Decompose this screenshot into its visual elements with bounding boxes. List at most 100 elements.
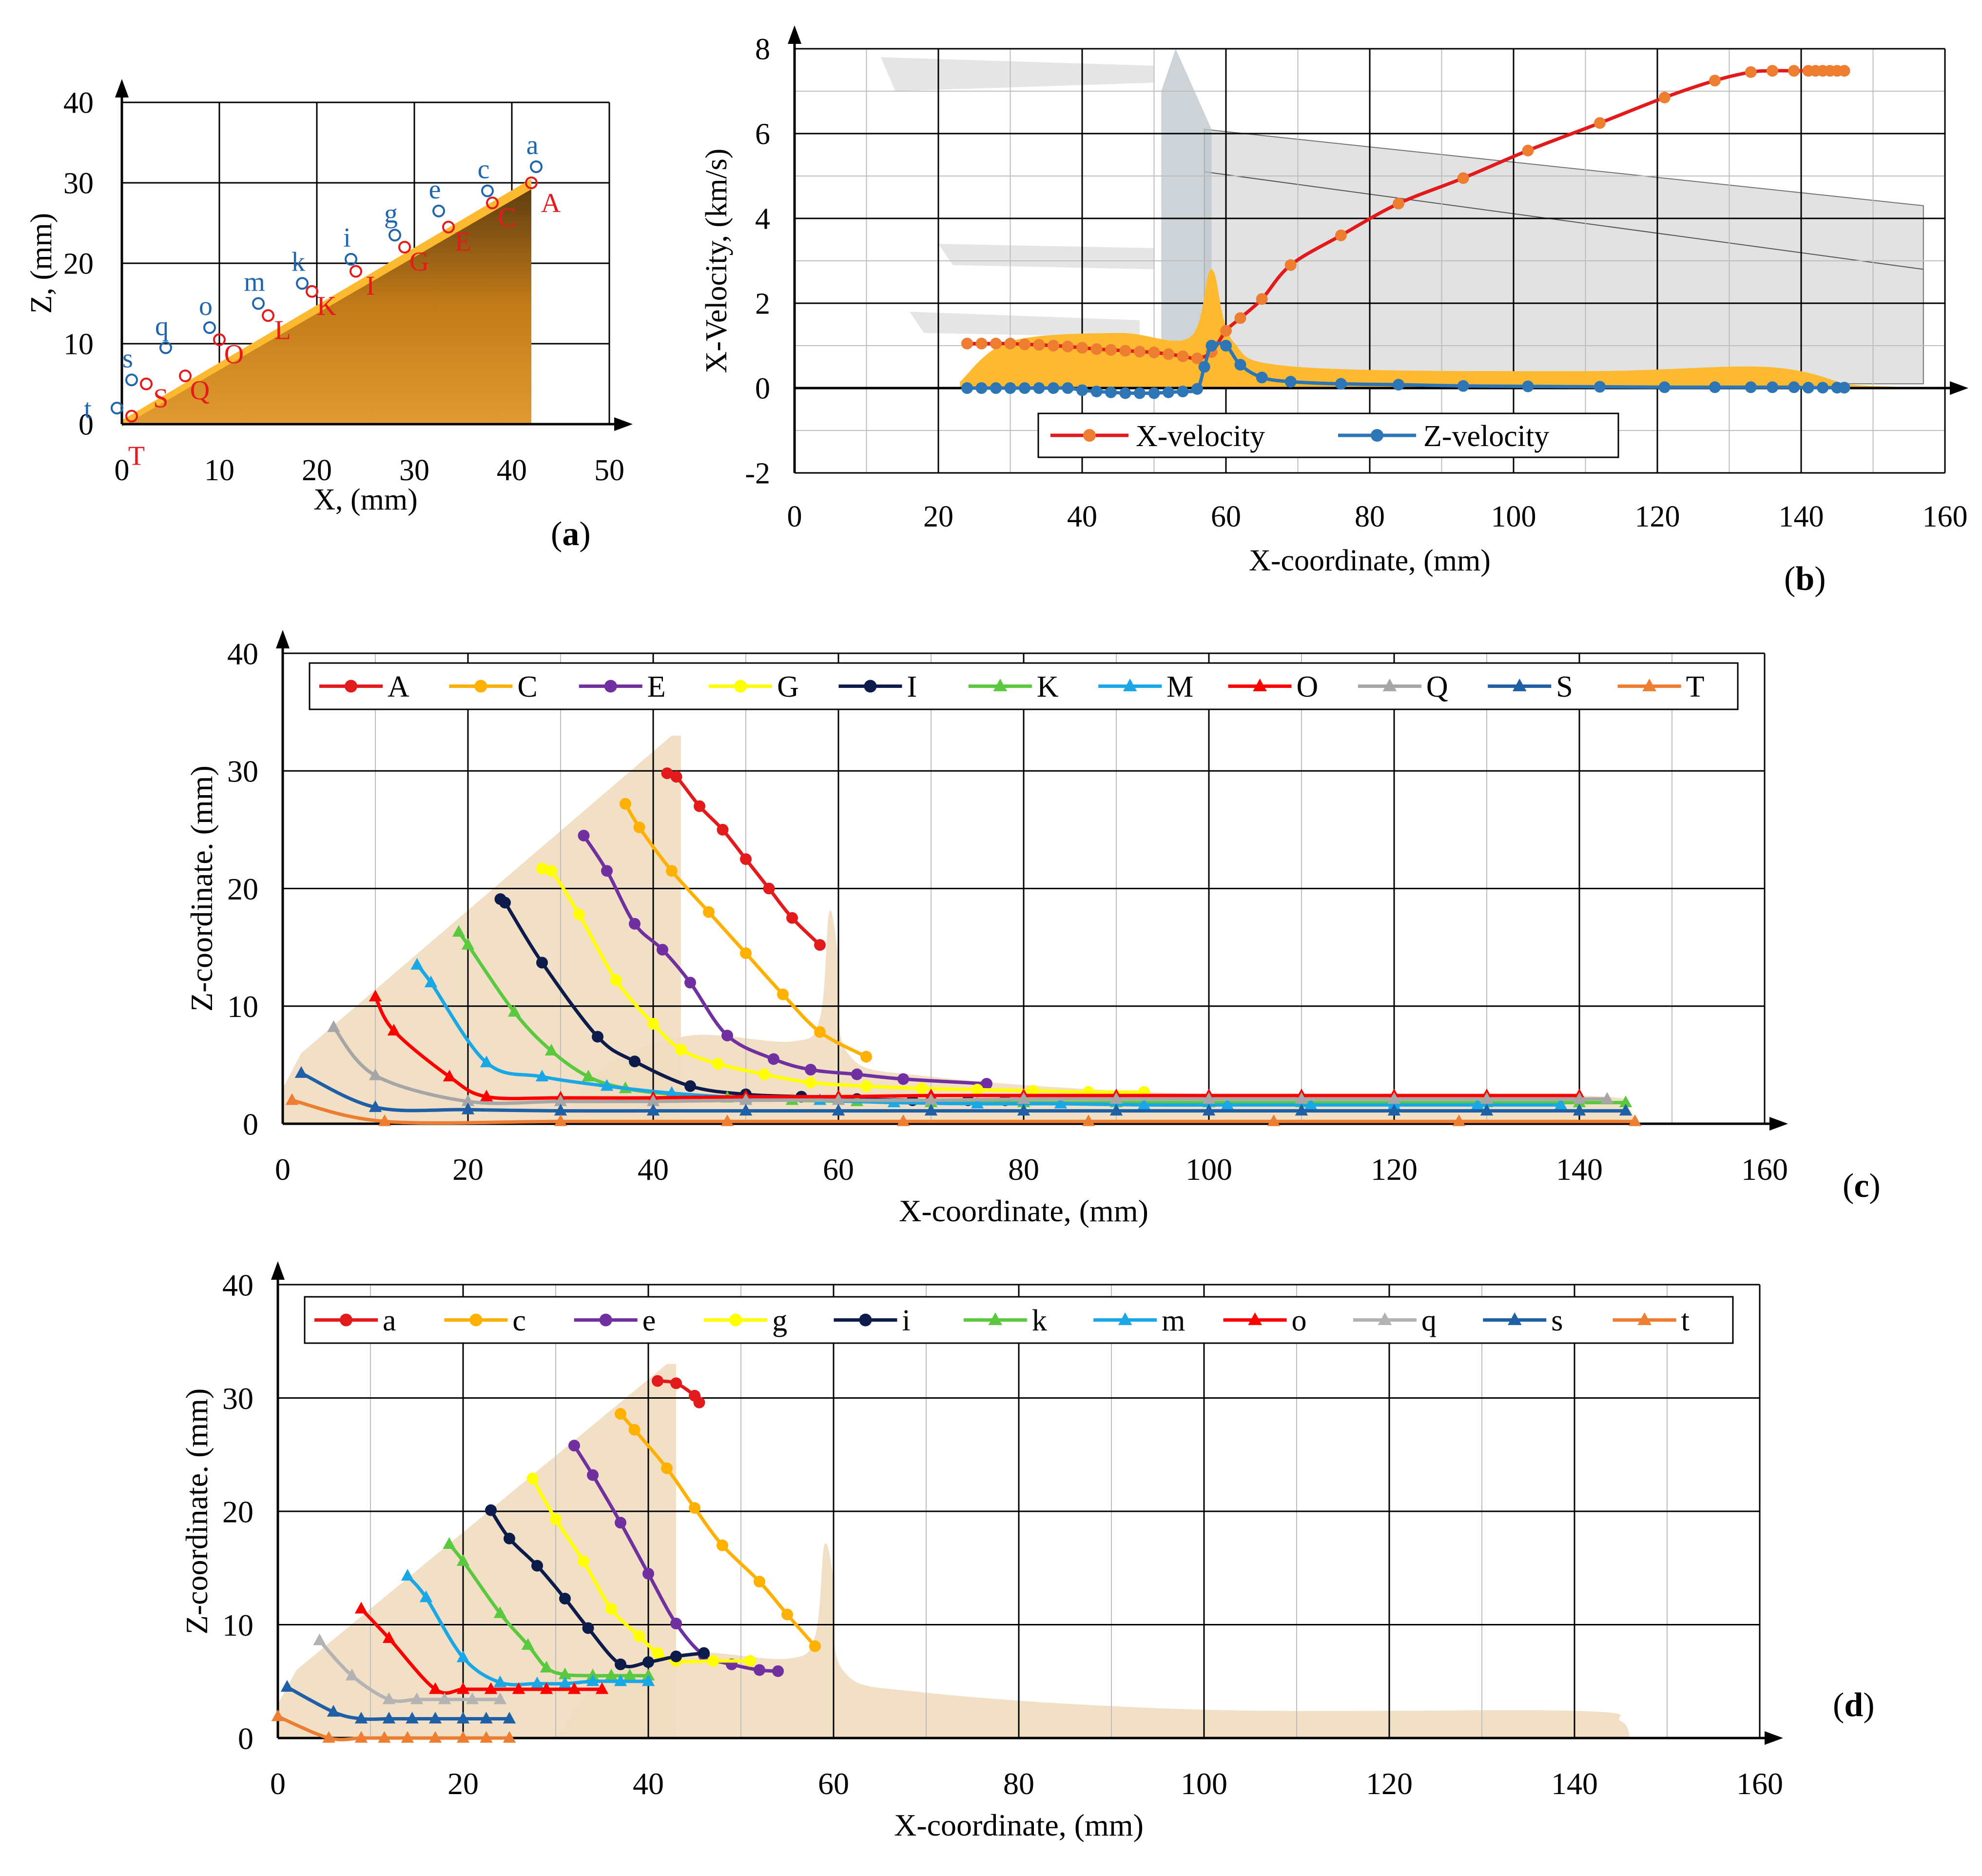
- x-tick-label: 60: [818, 1766, 849, 1801]
- data-point: [493, 1692, 507, 1704]
- y-axis-arrow-icon: [115, 79, 129, 98]
- data-point: [1788, 381, 1800, 393]
- panel-label-letter: c: [1854, 1167, 1869, 1205]
- data-point: [1202, 1104, 1216, 1116]
- x-tick-label: 120: [1635, 500, 1680, 533]
- data-point: [1387, 1098, 1401, 1110]
- data-point: [554, 1104, 567, 1116]
- data-point: [592, 1031, 603, 1043]
- data-point: [1198, 361, 1210, 373]
- lower-point-marker: [179, 370, 192, 382]
- data-point: [961, 337, 973, 350]
- y-tick-label: 8: [755, 33, 770, 66]
- panel-label: (b): [1784, 560, 1826, 598]
- data-point: [378, 1731, 391, 1743]
- data-point: [657, 943, 668, 956]
- data-point: [559, 1593, 571, 1605]
- data-point: [1017, 1104, 1030, 1116]
- data-point: [531, 1560, 543, 1572]
- x-tick-label: 20: [302, 454, 332, 487]
- legend-label: O: [1297, 670, 1319, 704]
- data-point: [859, 1313, 872, 1327]
- data-point: [536, 957, 548, 969]
- x-tick-label: 20: [447, 1766, 479, 1801]
- x-tick-label: 140: [1556, 1152, 1603, 1187]
- x-tick-label: 100: [1185, 1152, 1232, 1187]
- data-point: [382, 1712, 396, 1724]
- lower-point-marker: [486, 196, 499, 210]
- data-point: [981, 1077, 992, 1090]
- data-point: [670, 1377, 682, 1389]
- data-point: [1387, 1092, 1401, 1104]
- legend-label: i: [902, 1304, 910, 1337]
- y-tick-label: 20: [63, 248, 94, 281]
- legend-label: T: [1686, 670, 1705, 704]
- data-point: [1745, 66, 1757, 78]
- data-point: [600, 1079, 614, 1091]
- data-point: [1471, 1098, 1484, 1110]
- data-point: [587, 1469, 599, 1481]
- data-point: [1304, 1098, 1318, 1110]
- data-point: [493, 1675, 507, 1687]
- ghost-slug: [556, 1543, 1630, 1738]
- y-axis-title: Z-coordinate. (mm): [179, 1388, 214, 1635]
- panel-d: 0 20 40 60 80 100 120 140 160 0 10 20 30 40 X-coordina…: [179, 1261, 1875, 1842]
- data-point: [1295, 1104, 1308, 1116]
- panel-label-close: ): [1869, 1167, 1880, 1205]
- data-point: [675, 1044, 687, 1056]
- y-axis-arrow-icon: [788, 25, 801, 44]
- series-line: [406, 1575, 648, 1687]
- data-point: [860, 1080, 872, 1092]
- x-tick-label: 160: [1741, 1152, 1788, 1187]
- x-tick-label: 60: [1211, 500, 1241, 533]
- data-point: [474, 680, 487, 693]
- data-point: [1480, 1104, 1494, 1116]
- series-line: [300, 1072, 1626, 1113]
- legend-label: t: [1681, 1304, 1690, 1337]
- data-point: [1642, 678, 1656, 691]
- data-point: [993, 678, 1008, 691]
- y-tick-label: 30: [222, 1381, 253, 1416]
- data-point: [670, 1650, 682, 1662]
- data-point: [615, 1408, 626, 1420]
- data-point: [684, 1080, 696, 1092]
- data-point: [1594, 381, 1606, 393]
- lower-point-marker: [262, 309, 274, 322]
- data-point: [540, 1661, 553, 1673]
- y-tick-label: 0: [78, 409, 94, 442]
- x-axis-arrow-icon: [1769, 1117, 1788, 1131]
- y-tick-label: 6: [755, 118, 770, 151]
- panel-a: 0 10 20 30 40 50 0 10 20 30 40 X, (mm) Z, (mm) a c e g i k…: [25, 79, 633, 553]
- data-point: [1457, 380, 1469, 392]
- data-point: [1119, 387, 1131, 399]
- data-point: [285, 1093, 299, 1105]
- data-point: [652, 1375, 663, 1387]
- data-point: [507, 1005, 521, 1017]
- data-point: [1507, 1312, 1522, 1325]
- data-point: [924, 1093, 938, 1105]
- data-point: [832, 1104, 845, 1116]
- data-point: [647, 1017, 659, 1030]
- data-point: [1033, 339, 1045, 351]
- data-point: [860, 1051, 872, 1063]
- data-point: [739, 1104, 753, 1116]
- x-axis-title: X-coordinate, (mm): [894, 1808, 1144, 1842]
- data-point: [599, 1313, 612, 1327]
- upper-point-label: a: [526, 130, 539, 160]
- data-point: [1148, 387, 1160, 399]
- data-point: [1191, 383, 1203, 395]
- data-point: [1220, 325, 1232, 337]
- data-point: [484, 1682, 498, 1694]
- data-point: [633, 1630, 645, 1642]
- lower-point-label: O: [224, 339, 244, 370]
- data-point: [271, 1709, 285, 1721]
- data-point: [503, 1731, 516, 1743]
- data-point: [1137, 1098, 1151, 1110]
- data-point: [703, 906, 715, 918]
- data-point: [578, 1555, 589, 1567]
- data-point: [698, 1647, 710, 1659]
- legend-label: q: [1421, 1304, 1437, 1337]
- x-tick-label: 0: [275, 1152, 291, 1187]
- data-point: [410, 1692, 424, 1704]
- data-point: [1480, 1092, 1494, 1104]
